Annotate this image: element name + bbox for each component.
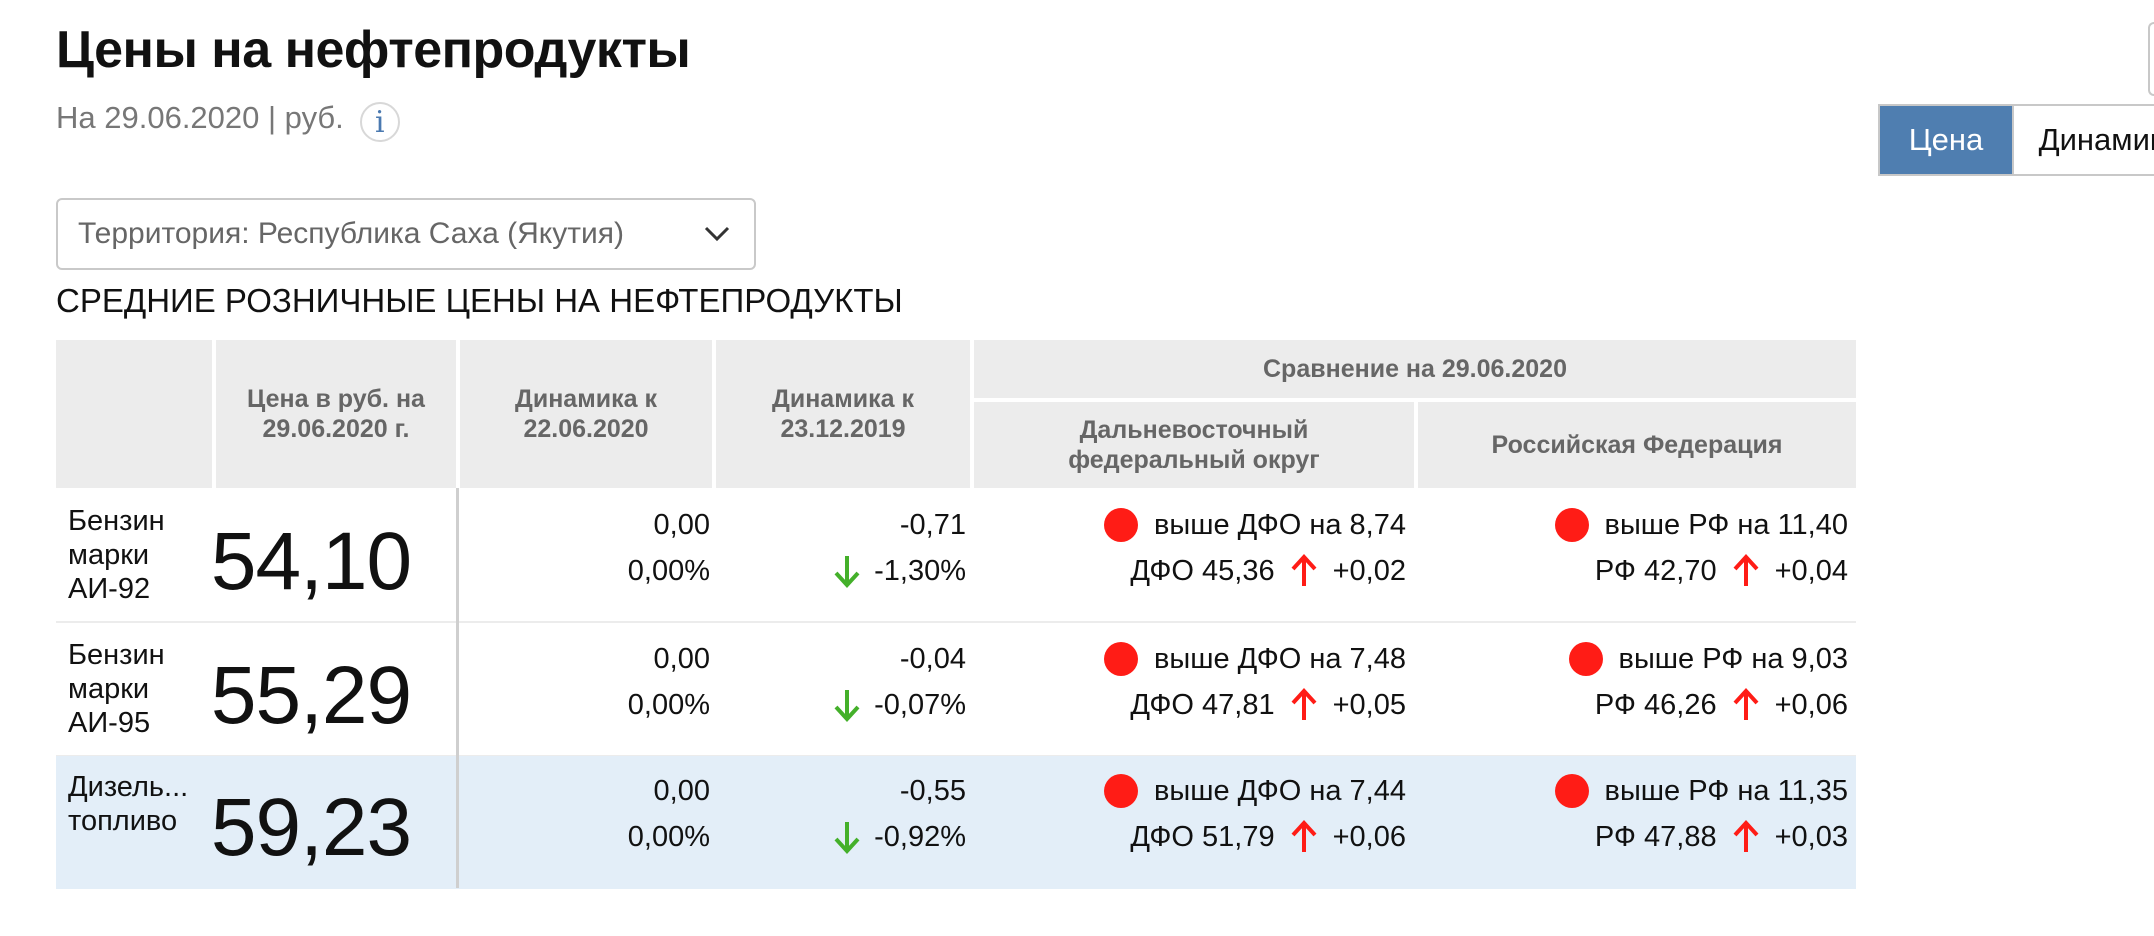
page-title: Цены на нефтепродукты — [56, 21, 691, 79]
dyn-week-abs: 0,00 — [653, 509, 710, 541]
rf-price: РФ 42,70 — [1594, 555, 1717, 587]
header-dfo: Дальневосточный федеральный округ — [974, 402, 1414, 488]
dfo-price: ДФО 51,79 — [1130, 821, 1275, 853]
arrow-up-icon — [1291, 554, 1317, 586]
dfo-diff: выше ДФО на 7,44 — [1153, 775, 1406, 807]
page-subtitle: На 29.06.2020 | руб. i — [56, 94, 400, 142]
rf-cell: выше РФ на 11,35 РФ 47,88 +0,03 — [1418, 756, 1848, 889]
rf-change: +0,04 — [1774, 555, 1848, 587]
rf-price: РФ 47,88 — [1594, 821, 1717, 853]
arrow-down-icon — [834, 556, 860, 588]
product-price: 54,10 — [210, 515, 412, 607]
dyn-week-abs: 0,00 — [653, 643, 710, 675]
dynamics-toggle-button[interactable]: Динамика — [2012, 106, 2154, 174]
dyn-week-abs: 0,00 — [653, 775, 710, 807]
edge-tab[interactable] — [2148, 22, 2154, 96]
arrow-down-icon — [834, 690, 860, 722]
dfo-cell: выше ДФО на 8,74 ДФО 45,36 +0,02 — [974, 490, 1406, 623]
view-toggle: Цена Динамика — [1878, 104, 2154, 176]
rf-price: РФ 46,26 — [1594, 689, 1717, 721]
table-row: Бензин марки АИ-92 54,10 0,00 0,00% -0,7… — [56, 490, 1856, 623]
dyn-week-cell: 0,00 0,00% — [460, 490, 710, 623]
status-dot-icon — [1554, 774, 1589, 808]
dyn-year-pct: -0,07% — [874, 689, 966, 721]
rf-change: +0,06 — [1774, 689, 1848, 721]
arrow-up-icon — [1733, 688, 1759, 720]
header-empty-cell — [56, 340, 212, 488]
chevron-down-icon — [704, 226, 730, 242]
dyn-year-pct: -1,30% — [874, 555, 966, 587]
dyn-week-cell: 0,00 0,00% — [460, 624, 710, 757]
arrow-up-icon — [1291, 688, 1317, 720]
header-price: Цена в руб. на 29.06.2020 г. — [216, 340, 456, 488]
table-row: Бензин марки АИ-95 55,29 0,00 0,00% -0,0… — [56, 624, 1856, 757]
header-rf: Российская Федерация — [1418, 402, 1856, 488]
arrow-up-icon — [1291, 820, 1317, 852]
dfo-change: +0,06 — [1332, 821, 1406, 853]
dyn-year-pct: -0,92% — [874, 821, 966, 853]
rf-diff: выше РФ на 9,03 — [1618, 643, 1848, 675]
dfo-change: +0,05 — [1332, 689, 1406, 721]
status-dot-icon — [1103, 642, 1138, 676]
price-toggle-button[interactable]: Цена — [1880, 106, 2012, 174]
dyn-year-cell: -0,71 -1,30% — [716, 490, 966, 623]
dfo-price: ДФО 45,36 — [1130, 555, 1275, 587]
product-name: Бензин марки АИ-95 — [68, 639, 165, 739]
product-price: 55,29 — [210, 649, 412, 741]
section-title: СРЕДНИЕ РОЗНИЧНЫЕ ЦЕНЫ НА НЕФТЕПРОДУКТЫ — [56, 282, 903, 319]
header-dyn-week: Динамика к 22.06.2020 — [460, 340, 712, 488]
dyn-year-abs: -0,55 — [899, 775, 966, 807]
dyn-week-pct: 0,00% — [627, 821, 710, 853]
dfo-diff: выше ДФО на 8,74 — [1153, 509, 1406, 541]
rf-cell: выше РФ на 11,40 РФ 42,70 +0,04 — [1418, 490, 1848, 623]
dyn-week-pct: 0,00% — [627, 555, 710, 587]
dyn-week-cell: 0,00 0,00% — [460, 756, 710, 889]
dfo-change: +0,02 — [1332, 555, 1406, 587]
status-dot-icon — [1103, 774, 1138, 808]
rf-diff: выше РФ на 11,35 — [1604, 775, 1848, 807]
dfo-cell: выше ДФО на 7,44 ДФО 51,79 +0,06 — [974, 756, 1406, 889]
dyn-year-cell: -0,55 -0,92% — [716, 756, 966, 889]
dfo-cell: выше ДФО на 7,48 ДФО 47,81 +0,05 — [974, 624, 1406, 757]
status-dot-icon — [1554, 508, 1589, 542]
territory-select-value: Территория: Республика Саха (Якутия) — [78, 217, 624, 250]
status-dot-icon — [1103, 508, 1138, 542]
rf-diff: выше РФ на 11,40 — [1604, 509, 1848, 541]
product-name: Дизель... топливо — [68, 771, 189, 837]
dyn-week-pct: 0,00% — [627, 689, 710, 721]
arrow-up-icon — [1733, 820, 1759, 852]
dfo-diff: выше ДФО на 7,48 — [1153, 643, 1406, 675]
rf-cell: выше РФ на 9,03 РФ 46,26 +0,06 — [1418, 624, 1848, 757]
date-currency-label: На 29.06.2020 | руб. — [56, 100, 344, 135]
dyn-year-cell: -0,04 -0,07% — [716, 624, 966, 757]
arrow-down-icon — [834, 822, 860, 854]
status-dot-icon — [1568, 642, 1603, 676]
column-divider — [456, 488, 459, 888]
table-row: Дизель... топливо 59,23 0,00 0,00% -0,55… — [56, 756, 1856, 889]
product-price: 59,23 — [210, 781, 412, 873]
arrow-up-icon — [1733, 554, 1759, 586]
dyn-year-abs: -0,71 — [899, 509, 966, 541]
header-dyn-year: Динамика к 23.12.2019 — [716, 340, 970, 488]
dyn-year-abs: -0,04 — [899, 643, 966, 675]
territory-select[interactable]: Территория: Республика Саха (Якутия) — [56, 198, 756, 270]
rf-change: +0,03 — [1774, 821, 1848, 853]
info-icon[interactable]: i — [359, 102, 400, 142]
dfo-price: ДФО 47,81 — [1130, 689, 1275, 721]
product-name: Бензин марки АИ-92 — [68, 505, 165, 605]
header-comparison: Сравнение на 29.06.2020 — [974, 340, 1856, 398]
